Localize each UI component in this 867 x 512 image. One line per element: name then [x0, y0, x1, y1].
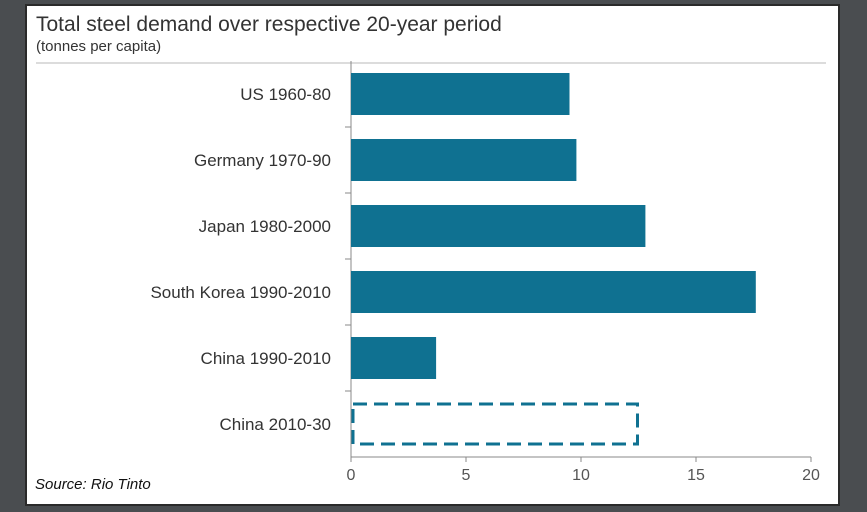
x-tick-label: 0 [347, 467, 356, 484]
x-tick-label: 15 [687, 467, 705, 484]
bar-projected [351, 402, 639, 446]
x-tick-label: 5 [462, 467, 471, 484]
category-label: South Korea 1990-2010 [150, 283, 331, 302]
chart-card: Total steel demand over respective 20-ye… [25, 4, 840, 506]
category-label: China 1990-2010 [201, 349, 331, 368]
x-tick-label: 20 [802, 467, 820, 484]
category-label: US 1960-80 [240, 85, 331, 104]
bar [351, 337, 437, 379]
bar [351, 271, 756, 313]
bar [351, 139, 577, 181]
chart-subtitle: (tonnes per capita) [36, 38, 161, 55]
source-note: Source: Rio Tinto [35, 476, 151, 493]
bar [351, 205, 646, 247]
category-label: Japan 1980-2000 [199, 217, 331, 236]
chart-title: Total steel demand over respective 20-ye… [36, 13, 502, 36]
bar-chart: Total steel demand over respective 20-ye… [35, 13, 826, 493]
category-label: China 2010-30 [219, 415, 331, 434]
plot-area: US 1960-80 Germany 1970-90 Japan 1980-2000… [150, 61, 820, 484]
x-tick-label: 10 [572, 467, 590, 484]
category-label: Germany 1970-90 [194, 151, 331, 170]
bar [351, 73, 570, 115]
